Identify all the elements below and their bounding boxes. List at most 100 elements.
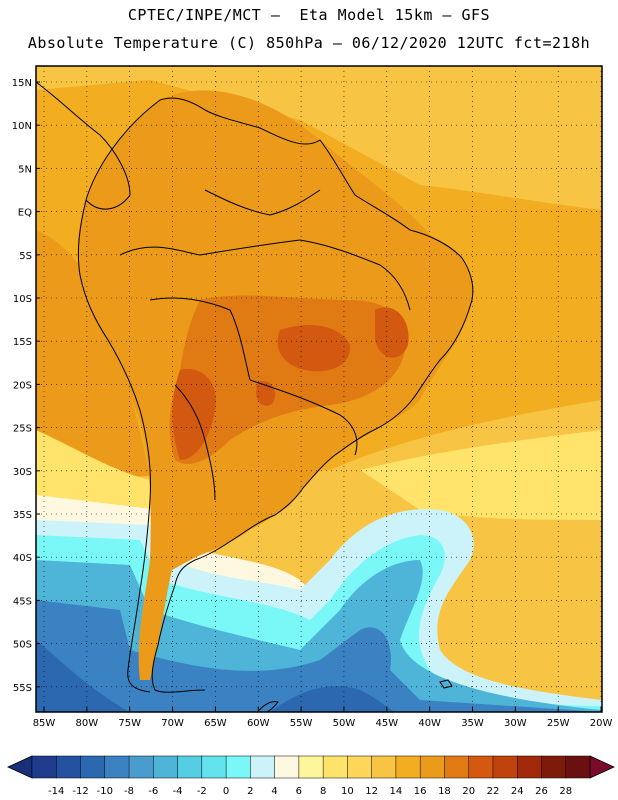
lat-label: 10S: [13, 294, 32, 305]
paraguay-border: [249, 379, 358, 456]
lat-label: 40S: [13, 553, 32, 564]
brazil-state-border: [299, 239, 411, 311]
colorbar-swatch: [153, 755, 179, 779]
colorbar-swatch: [565, 755, 591, 779]
colorbar-tick-label: -2: [197, 786, 207, 797]
colorbar-tick-label: 24: [511, 786, 524, 797]
colorbar-swatch: [347, 755, 373, 779]
longitude-labels: 85W 80W 75W 70W 65W 60W 55W 50W 45W 40W 35W 30W 25W 2…: [33, 707, 613, 729]
lon-label: 50W: [333, 718, 356, 729]
colorbar-tick-label: 4: [271, 786, 277, 797]
lon-label: 25W: [547, 718, 570, 729]
map-subtitle: Absolute Temperature (C) 850hPa – 06/12/…: [27, 34, 591, 52]
colorbar-swatch: [104, 755, 130, 779]
colorbar-swatch: [541, 755, 567, 779]
colorbar-tick-label: -4: [173, 786, 183, 797]
colorbar-swatch: [80, 755, 106, 779]
colorbar-tick-label: -6: [148, 786, 158, 797]
lat-label: 20S: [13, 380, 32, 391]
map-field: [36, 66, 602, 712]
colorbar-tick-label: -8: [124, 786, 134, 797]
plot-frame: [35, 65, 603, 713]
colorbar-swatch: [298, 755, 324, 779]
map-title: CPTEC/INPE/MCT – Eta Model 15km – GFS: [127, 6, 491, 24]
field-land-hot: [169, 295, 406, 464]
lat-label: 45S: [13, 596, 32, 607]
lon-label: 65W: [204, 718, 227, 729]
colorbar-swatch: [128, 755, 154, 779]
colorbar-tick-label: 12: [365, 786, 378, 797]
colorbar-tick-label: 28: [559, 786, 572, 797]
lon-label: 55W: [290, 718, 313, 729]
colorbar-swatch: [444, 755, 470, 779]
lon-label: 75W: [118, 718, 141, 729]
lon-label: 30W: [504, 718, 527, 729]
colorbar-swatch: [225, 755, 251, 779]
lon-label: 20W: [590, 718, 613, 729]
colorbar-ticks: -14 -12 -10 -8 -6 -4 -2 0 2 4 6 8 10 12 14 16 18 20 22 24 26…: [48, 786, 572, 797]
colorbar-swatch: [492, 755, 518, 779]
lon-label: 35W: [461, 718, 484, 729]
colorbar-tick-label: 0: [223, 786, 229, 797]
field-deep-blue-west: [36, 640, 130, 712]
colorbar-swatch: [56, 755, 82, 779]
field-deep-blue-south: [270, 686, 395, 712]
lat-label: 25S: [13, 424, 32, 435]
field-pacific-cool: [36, 430, 150, 520]
lat-label: 35S: [13, 510, 32, 521]
lat-label: EQ: [18, 208, 32, 219]
colorbar-high-arrow: [589, 755, 615, 779]
colorbar-swatch: [516, 755, 543, 779]
lat-label: 10N: [12, 121, 32, 132]
colorbar-swatch: [274, 755, 300, 779]
lat-label: 5S: [19, 251, 32, 262]
lat-label: 15N: [12, 78, 32, 89]
lon-label: 40W: [418, 718, 441, 729]
latitude-labels: 15N 10N 5N EQ 5S 10S 15S 20S 25S 30S 35S 40S 45S 50S 5…: [12, 78, 40, 694]
lon-label: 70W: [161, 718, 184, 729]
coastlines: [36, 81, 474, 712]
colorbar-tick-label: 14: [390, 786, 403, 797]
lat-label: 55S: [13, 683, 32, 694]
lon-label: 45W: [375, 718, 398, 729]
colorbar-swatch: [201, 755, 227, 779]
colorbar: [7, 755, 615, 779]
colorbar-swatch: [395, 755, 421, 779]
colorbar-tick-label: 26: [535, 786, 548, 797]
field-pacific-warm: [36, 230, 150, 480]
lat-label: 30S: [13, 467, 32, 478]
field-north-ocean: [36, 66, 602, 210]
colorbar-tick-label: 22: [487, 786, 500, 797]
field-mid-blue: [36, 600, 602, 712]
chile-argentina-border: [174, 384, 216, 501]
venezuela-border: [204, 189, 321, 216]
south-georgia: [439, 679, 453, 689]
lat-label: 15S: [13, 337, 32, 348]
colorbar-tick-label: 2: [247, 786, 253, 797]
colorbar-tick-label: -10: [97, 786, 113, 797]
colorbar-swatch: [250, 755, 276, 779]
colorbar-swatch: [177, 755, 203, 779]
lat-label: 50S: [13, 640, 32, 651]
colorbar-tick-label: -12: [72, 786, 88, 797]
colorbar-tick-label: 8: [320, 786, 326, 797]
colorbar-tick-label: 16: [414, 786, 427, 797]
colorbar-tick-label: -14: [48, 786, 64, 797]
south-america-coast: [85, 97, 474, 693]
field-atlantic-cool: [360, 430, 602, 520]
colorbar-swatch: [419, 755, 445, 779]
colorbar-tick-label: 18: [438, 786, 451, 797]
bolivia-border: [149, 297, 251, 381]
colorbar-swatch: [31, 755, 57, 779]
colorbar-tick-label: 6: [296, 786, 302, 797]
colorbar-swatch: [371, 755, 397, 779]
amazon-border: [119, 239, 301, 256]
lon-label: 60W: [247, 718, 270, 729]
central-america-coast: [36, 81, 131, 210]
colorbar-tick-label: 20: [462, 786, 475, 797]
colorbar-swatch: [322, 755, 348, 779]
pacific-coast: [77, 199, 151, 693]
field-hot-east: [375, 307, 409, 358]
lat-label: 5N: [18, 164, 32, 175]
